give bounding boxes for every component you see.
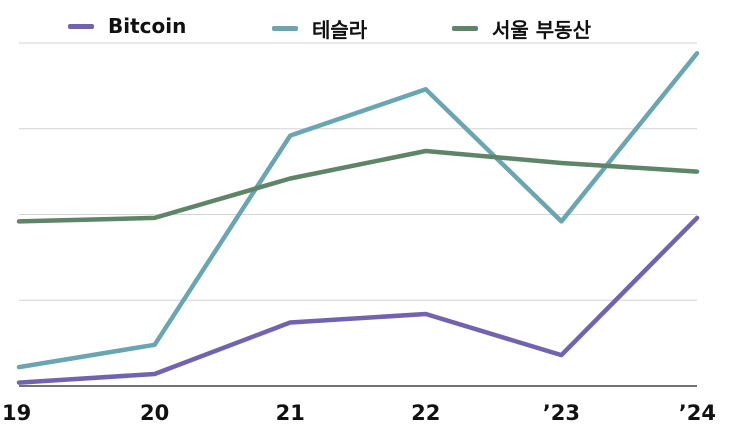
legend-swatch-seoul-real-estate [452,26,478,31]
x-axis-tick-labels: 19 20 21 22 ’23 ’24 [2,401,716,425]
x-tick-label: 21 [276,401,305,425]
gridlines [19,42,697,387]
series-line-1 [16,51,700,370]
series-lines [16,51,700,385]
legend-item-seoul-real-estate: 서울 부동산 [452,14,591,43]
x-tick-label: ’24 [679,401,716,425]
legend-swatch-bitcoin [68,23,94,29]
legend-item-bitcoin: Bitcoin [68,14,186,38]
x-tick-label: 22 [411,401,440,425]
legend-label-bitcoin: Bitcoin [108,14,187,38]
legend-swatch-tesla [272,26,298,31]
legend-label-seoul-real-estate: 서울 부동산 [492,18,591,42]
x-tick-label: ’23 [543,401,580,425]
legend-item-tesla: 테슬라 [272,14,367,43]
series-line-0 [16,215,700,385]
x-tick-label: 20 [140,401,169,425]
legend-label-tesla: 테슬라 [312,18,368,42]
legend: Bitcoin 테슬라 서울 부동산 [0,14,750,50]
series-line-2 [16,148,700,224]
x-tick-label: 19 [2,401,31,425]
